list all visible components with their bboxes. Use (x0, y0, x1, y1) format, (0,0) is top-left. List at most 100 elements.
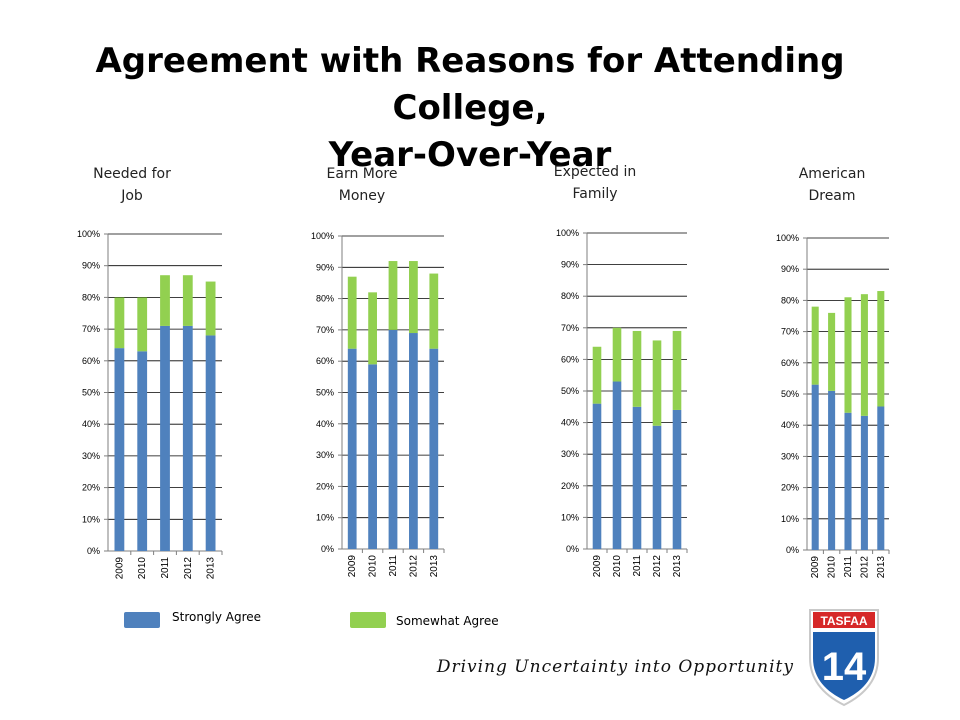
bar-earn-more-money-2012-somewhat-agree (409, 261, 418, 334)
y-tick-label: 80% (82, 292, 100, 302)
chart-title-line: Earn More (326, 166, 398, 182)
legend-label-somewhat-agree: Somewhat Agree (396, 614, 499, 628)
bar-expected-in-family-2013-strongly-agree (672, 409, 682, 549)
y-tick-label: 30% (82, 451, 100, 461)
bar-american-dream-2011-strongly-agree (844, 412, 852, 550)
bar-needed-for-job-2009-strongly-agree (114, 348, 125, 551)
chart-title-line: Needed for (93, 166, 171, 182)
chart-title-american-dream: American Dream (762, 163, 902, 207)
chart-title-line: Expected in (553, 164, 637, 180)
x-tick-label: 2010 (612, 555, 623, 578)
y-tick-label: 100% (77, 229, 100, 239)
y-tick-label: 90% (82, 261, 100, 271)
x-tick-label: 2011 (388, 555, 399, 577)
bar-needed-for-job-2009-somewhat-agree (114, 297, 125, 349)
bar-earn-more-money-2009-somewhat-agree (347, 276, 357, 349)
bar-earn-more-money-2011-strongly-agree (388, 329, 398, 549)
x-tick-label: 2011 (160, 557, 171, 579)
y-tick-label: 80% (316, 294, 334, 304)
x-tick-label: 2010 (827, 556, 838, 579)
x-tick-label: 2013 (672, 555, 683, 578)
bar-expected-in-family-2011-somewhat-agree (632, 330, 642, 407)
bar-american-dream-2013-somewhat-agree (877, 291, 885, 407)
y-tick-label: 10% (781, 514, 799, 524)
bar-expected-in-family-2009-somewhat-agree (592, 346, 602, 404)
y-tick-label: 40% (781, 420, 799, 430)
bar-earn-more-money-2009-strongly-agree (347, 348, 357, 549)
bar-earn-more-money-2010-somewhat-agree (368, 292, 377, 365)
bar-needed-for-job-2010-somewhat-agree (137, 297, 148, 352)
y-tick-label: 20% (316, 481, 334, 491)
legend-swatch-strongly-agree (124, 612, 160, 628)
bar-american-dream-2010-somewhat-agree (828, 312, 836, 391)
y-tick-label: 40% (561, 418, 579, 428)
y-tick-label: 10% (316, 513, 334, 523)
x-tick-label: 2011 (843, 556, 854, 578)
y-tick-label: 20% (82, 483, 100, 493)
y-tick-label: 20% (561, 481, 579, 491)
y-tick-label: 70% (561, 323, 579, 333)
bar-expected-in-family-2013-somewhat-agree (672, 330, 682, 410)
x-tick-label: 2013 (876, 556, 887, 579)
bar-american-dream-2013-strongly-agree (877, 406, 885, 550)
y-tick-label: 100% (556, 228, 579, 238)
logo-number: 14 (822, 645, 867, 689)
y-tick-label: 30% (316, 450, 334, 460)
chart-title-line: Family (572, 186, 618, 202)
bar-earn-more-money-2011-somewhat-agree (388, 261, 398, 330)
bar-earn-more-money-2013-strongly-agree (429, 348, 439, 549)
y-tick-label: 40% (82, 419, 100, 429)
y-tick-label: 0% (566, 544, 579, 554)
bar-earn-more-money-2012-strongly-agree (409, 333, 418, 549)
y-tick-label: 50% (316, 388, 334, 398)
y-tick-label: 0% (321, 544, 334, 554)
chart-title-earn-more-money: Earn More Money (292, 163, 432, 207)
bar-expected-in-family-2009-strongly-agree (592, 403, 602, 549)
x-tick-label: 2012 (859, 556, 870, 579)
bar-american-dream-2010-strongly-agree (828, 390, 836, 550)
y-tick-label: 80% (561, 291, 579, 301)
bar-expected-in-family-2012-strongly-agree (652, 425, 662, 549)
bar-needed-for-job-2013-somewhat-agree (205, 281, 216, 336)
bar-needed-for-job-2010-strongly-agree (137, 351, 148, 551)
y-tick-label: 90% (561, 260, 579, 270)
bar-american-dream-2009-somewhat-agree (811, 306, 819, 385)
y-tick-label: 0% (786, 545, 799, 555)
y-tick-label: 60% (82, 356, 100, 366)
chart-title-line: American (798, 166, 866, 182)
y-tick-label: 70% (82, 324, 100, 334)
x-tick-label: 2010 (137, 557, 148, 580)
y-tick-label: 60% (316, 356, 334, 366)
y-tick-label: 10% (82, 514, 100, 524)
y-tick-label: 50% (561, 386, 579, 396)
bar-earn-more-money-2013-somewhat-agree (429, 273, 439, 349)
x-tick-label: 2009 (810, 556, 821, 579)
logo-top-text: TASFAA (820, 614, 867, 628)
chart-title-line: Money (338, 188, 386, 204)
bar-expected-in-family-2010-strongly-agree (612, 381, 622, 549)
bar-american-dream-2012-strongly-agree (860, 415, 868, 550)
y-tick-label: 70% (316, 325, 334, 335)
y-tick-label: 70% (781, 327, 799, 337)
y-tick-label: 80% (781, 295, 799, 305)
y-tick-label: 50% (781, 389, 799, 399)
x-tick-label: 2009 (347, 555, 358, 578)
y-tick-label: 60% (781, 358, 799, 368)
bar-american-dream-2011-somewhat-agree (844, 297, 852, 413)
bar-earn-more-money-2010-strongly-agree (368, 364, 377, 549)
x-tick-label: 2012 (652, 555, 663, 578)
bar-expected-in-family-2012-somewhat-agree (652, 340, 662, 426)
x-tick-label: 2009 (592, 555, 603, 578)
y-tick-label: 20% (781, 483, 799, 493)
bar-needed-for-job-2011-strongly-agree (160, 325, 170, 551)
legend-label-strongly-agree: Strongly Agree (172, 610, 262, 624)
chart-title-needed-for-job: Needed for Job (62, 163, 202, 207)
bar-expected-in-family-2010-somewhat-agree (612, 327, 622, 382)
chart-title-line: Dream (808, 188, 856, 204)
chart-title-line: Job (121, 188, 143, 204)
tagline: Driving Uncertainty into Opportunity (436, 657, 794, 677)
y-tick-label: 30% (781, 451, 799, 461)
bar-american-dream-2012-somewhat-agree (860, 294, 868, 416)
y-tick-label: 60% (561, 354, 579, 364)
